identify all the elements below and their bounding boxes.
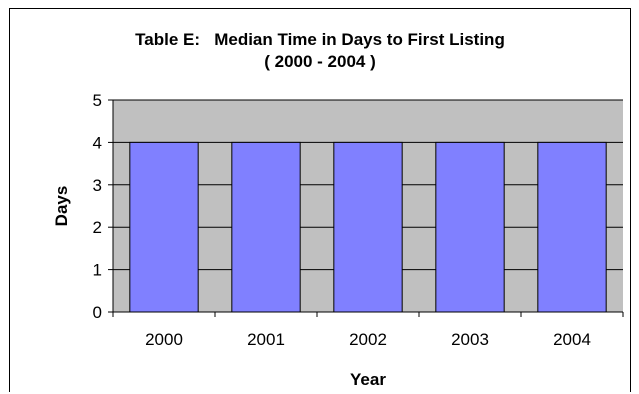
y-tick-label: 0 [93, 303, 102, 322]
y-tick-label: 3 [93, 176, 102, 195]
y-axis-title: Days [52, 186, 71, 227]
x-tick-label-2004: 2004 [553, 330, 591, 349]
bar-2004 [537, 141, 607, 313]
y-tick-label: 4 [93, 133, 102, 152]
bar-2001 [231, 141, 301, 313]
y-axis: 0 1 2 3 4 5 [93, 91, 114, 322]
x-tick-label-2002: 2002 [349, 330, 387, 349]
bar-2000 [129, 141, 199, 313]
y-tick-label: 2 [93, 218, 102, 237]
y-tick-label: 5 [93, 91, 102, 110]
x-axis-title: Year [350, 370, 386, 389]
x-tick-label-2001: 2001 [247, 330, 285, 349]
x-tick-label-2000: 2000 [145, 330, 183, 349]
y-tick-label: 1 [93, 261, 102, 280]
chart-title-line: Table E: Median Time in Days to First Li… [135, 30, 505, 49]
chart-title: Table E: Median Time in Days to First Li… [10, 29, 630, 73]
bars [129, 141, 607, 313]
x-axis: 2000 2001 2002 2003 2004 [112, 311, 624, 349]
x-tick-label-2003: 2003 [451, 330, 489, 349]
bar-2002 [333, 141, 403, 313]
chart-frame: Table E: Median Time in Days to First Li… [9, 8, 631, 392]
chart-subtitle: ( 2000 - 2004 ) [264, 52, 376, 71]
bar-2003 [435, 141, 505, 313]
